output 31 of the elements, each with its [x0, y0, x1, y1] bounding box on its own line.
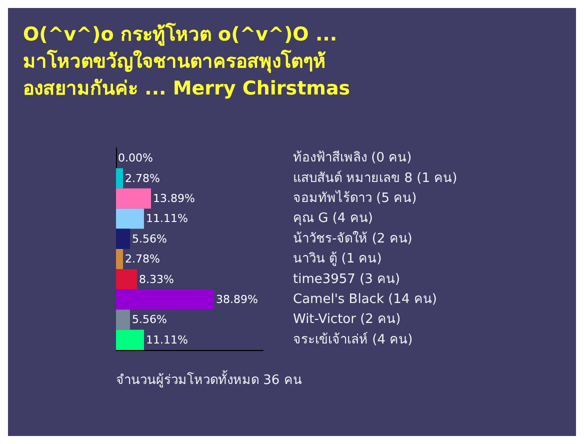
- chart-title: O(^v^)o กระทู้โหวต o(^v^)O ... มาโหวตขวัญใจชานตาครอสพุงโตๆห้องสยามกันค่ะ ... Merry Chirstmas: [23, 22, 350, 100]
- y-tick-label: คุณ G (4 คน): [293, 211, 373, 226]
- bar: [116, 289, 214, 310]
- y-tick-label: time3957 (3 คน): [293, 272, 400, 287]
- data-label: 5.56%: [132, 313, 167, 326]
- text: จำนวนผู้ร่วมโหวดทั้งหมด 36 คน: [116, 370, 302, 388]
- data-label: 11.11%: [146, 333, 188, 346]
- bar: [116, 208, 144, 229]
- y-tick-label: Wit-Victor (2 คน): [293, 312, 401, 328]
- data-label: 5.56%: [132, 232, 167, 246]
- bar: [116, 249, 124, 270]
- y-tick-label: ท้องฟ้าสีเพลิง (0 คน): [293, 150, 412, 166]
- bar: [116, 310, 130, 330]
- y-tick-label: จอมทัพไร้ดาว (5 คน): [293, 190, 417, 206]
- data-label: 8.33%: [138, 272, 174, 286]
- bar: [116, 188, 151, 209]
- data-label: 2.78%: [125, 252, 160, 266]
- data-label: 0.00%: [118, 152, 153, 165]
- y-tick-label: Camel's Black (14 คน): [293, 292, 437, 307]
- bar: [116, 330, 144, 350]
- data-label: 38.89%: [216, 293, 258, 306]
- y-tick-label: จระเข้เจ้าเล่ห์ (4 คน): [293, 331, 413, 348]
- bar: [116, 228, 130, 249]
- y-tick-label: แสบสันต์ หมายเลข 8 (1 คน): [293, 170, 458, 186]
- data-label: 2.78%: [125, 172, 160, 185]
- data-label: 13.89%: [153, 192, 195, 205]
- y-tick-label: นาวิน ตู้ (1 คน): [293, 252, 382, 267]
- y-tick-label: น้าวัชร-จัดให้ (2 คน): [293, 230, 412, 246]
- data-label: 11.11%: [146, 212, 188, 226]
- bar: [116, 168, 124, 188]
- bar: [116, 269, 137, 290]
